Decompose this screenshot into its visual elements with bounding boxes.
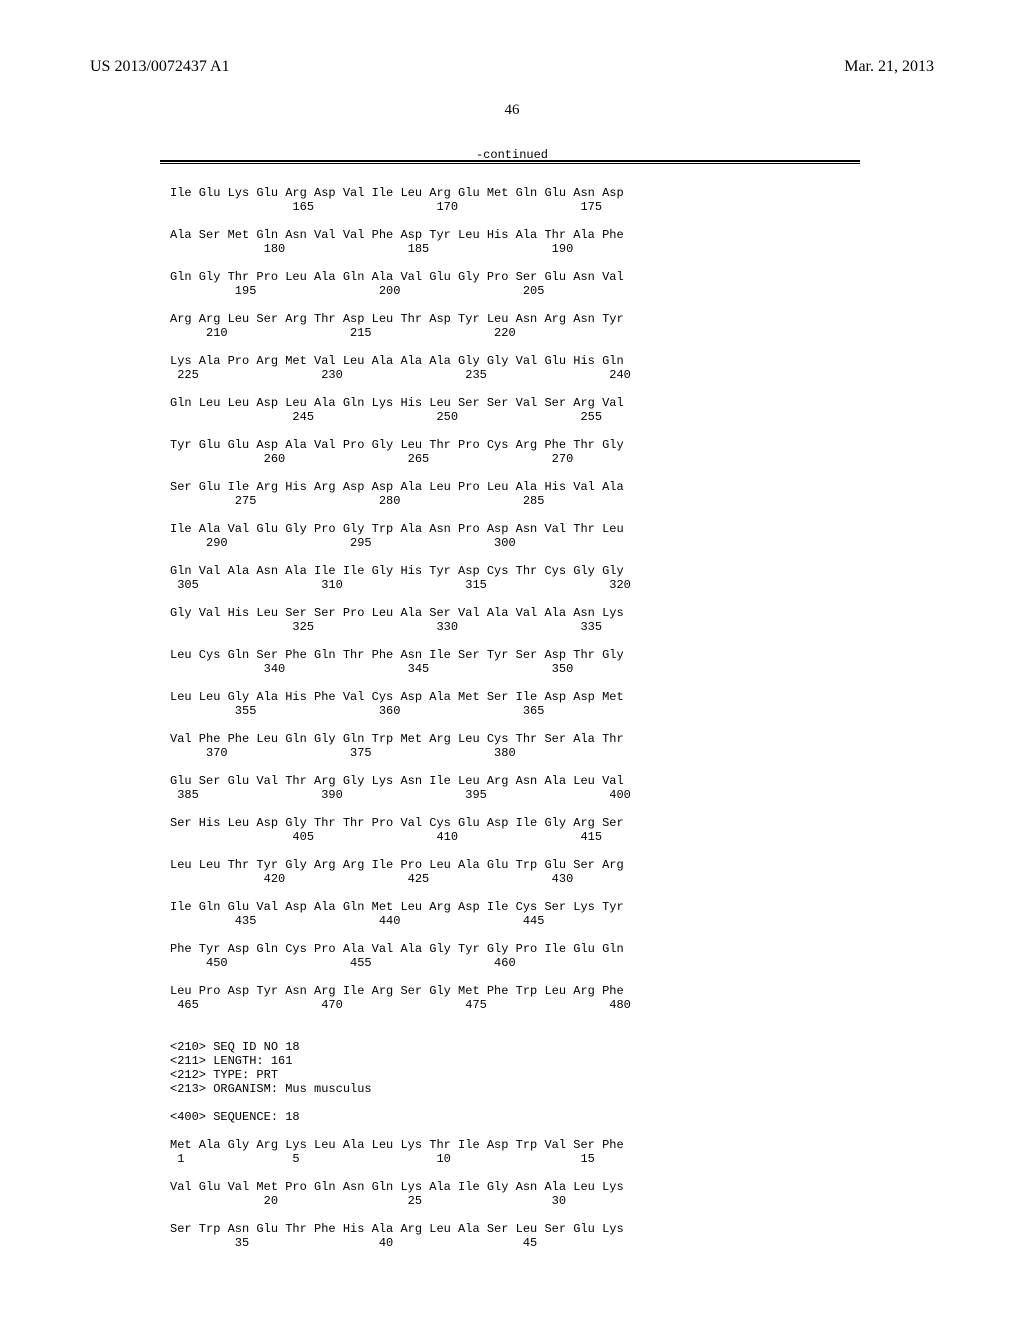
sequence-listing: Ile Glu Lys Glu Arg Asp Val Ile Leu Arg …	[170, 186, 631, 1250]
patent-pub-number: US 2013/0072437 A1	[90, 58, 230, 76]
page-header: US 2013/0072437 A1 Mar. 21, 2013	[0, 58, 1024, 76]
rule-bottom	[160, 163, 860, 164]
rule-top	[160, 160, 860, 162]
pub-date: Mar. 21, 2013	[844, 58, 934, 76]
page-number: 46	[0, 102, 1024, 119]
